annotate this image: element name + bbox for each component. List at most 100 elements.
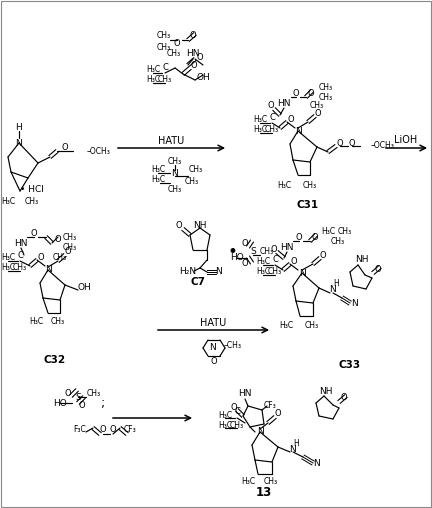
Text: N: N: [172, 169, 178, 177]
Text: O: O: [308, 88, 314, 98]
Text: O: O: [241, 239, 248, 248]
Text: NH: NH: [355, 256, 369, 265]
Text: H₃C: H₃C: [277, 180, 291, 189]
Text: NH: NH: [319, 387, 333, 396]
Text: CH₃: CH₃: [189, 166, 203, 175]
Text: C: C: [17, 250, 23, 260]
Text: O: O: [293, 89, 299, 99]
Text: C: C: [234, 407, 240, 417]
Text: O: O: [191, 60, 197, 70]
Text: O: O: [275, 409, 281, 419]
Text: HN: HN: [280, 242, 294, 251]
Text: O: O: [314, 109, 321, 117]
Text: OH: OH: [196, 74, 210, 82]
Text: H₃C: H₃C: [241, 478, 255, 487]
Text: HN: HN: [238, 390, 252, 398]
Text: CH₃: CH₃: [331, 237, 345, 245]
Text: H: H: [293, 438, 299, 448]
Text: O: O: [231, 402, 237, 411]
Text: CH₃: CH₃: [158, 76, 172, 84]
Text: O: O: [295, 234, 302, 242]
Text: CH₃: CH₃: [319, 83, 333, 92]
Text: N: N: [16, 139, 22, 147]
Text: O: O: [271, 244, 277, 253]
Text: O: O: [176, 221, 182, 231]
Text: 13: 13: [256, 487, 272, 499]
Text: CH₃: CH₃: [265, 125, 279, 135]
Text: LiOH: LiOH: [394, 135, 418, 145]
Text: HN: HN: [14, 238, 28, 247]
Text: N: N: [44, 266, 51, 274]
Text: O: O: [375, 265, 381, 273]
Text: CH₃: CH₃: [157, 31, 171, 41]
Text: –OCH₃: –OCH₃: [371, 142, 395, 150]
Text: H₃C: H₃C: [253, 115, 267, 124]
Text: O: O: [291, 257, 297, 266]
Text: H₃C: H₃C: [29, 318, 43, 327]
Text: CF₃: CF₃: [264, 401, 276, 410]
Text: C: C: [272, 255, 278, 264]
Text: O: O: [174, 39, 180, 48]
Text: H: H: [16, 122, 22, 132]
Text: N: N: [299, 269, 305, 277]
Text: N: N: [289, 444, 296, 454]
Text: O: O: [241, 259, 248, 268]
Text: O: O: [211, 358, 217, 366]
Text: O: O: [341, 394, 347, 402]
Text: CH₃: CH₃: [230, 421, 244, 429]
Text: CH₃: CH₃: [185, 177, 199, 186]
Text: H₃C: H₃C: [151, 175, 165, 184]
Text: O: O: [288, 114, 294, 123]
Text: CH₃: CH₃: [168, 185, 182, 195]
Text: C: C: [269, 112, 275, 121]
Text: CH₃: CH₃: [338, 228, 352, 237]
Text: C32: C32: [44, 355, 66, 365]
Text: O: O: [311, 233, 318, 241]
Text: ;: ;: [101, 397, 105, 409]
Text: S: S: [75, 393, 81, 401]
Text: H₃C: H₃C: [218, 421, 232, 429]
Text: H₃C: H₃C: [321, 228, 335, 237]
Text: N: N: [351, 299, 357, 307]
Text: • HCl: • HCl: [20, 185, 44, 195]
Text: N: N: [314, 459, 321, 467]
Text: CH₃: CH₃: [25, 198, 39, 206]
Text: N: N: [257, 428, 264, 436]
Text: –OCH₃: –OCH₃: [87, 146, 111, 155]
Text: CH₃: CH₃: [51, 318, 65, 327]
Text: O: O: [62, 143, 68, 152]
Text: –CH₃: –CH₃: [224, 340, 242, 350]
Text: C7: C7: [191, 277, 206, 287]
Text: H₃C: H₃C: [1, 264, 15, 272]
Text: O: O: [337, 139, 343, 147]
Text: H₂N: H₂N: [179, 267, 197, 275]
Text: CH₃: CH₃: [53, 252, 67, 262]
Text: H₃C: H₃C: [218, 410, 232, 420]
Text: HATU: HATU: [159, 136, 184, 146]
Text: N: N: [210, 343, 216, 353]
Text: H₃C: H₃C: [1, 253, 15, 263]
Text: C: C: [162, 62, 168, 72]
Text: CH₃: CH₃: [168, 157, 182, 167]
Text: O: O: [55, 236, 61, 244]
Text: OH: OH: [77, 282, 91, 292]
Text: H₃C: H₃C: [146, 76, 160, 84]
Text: CH₃: CH₃: [63, 233, 77, 241]
Text: O: O: [65, 247, 71, 257]
Text: O: O: [349, 139, 355, 147]
Text: CH₃: CH₃: [167, 48, 181, 57]
Text: CH₃: CH₃: [310, 102, 324, 111]
Text: HO: HO: [230, 253, 244, 263]
Text: O: O: [38, 252, 44, 262]
Text: O: O: [100, 426, 106, 434]
Text: O: O: [320, 250, 326, 260]
Text: H₃C: H₃C: [1, 198, 15, 206]
Text: CH₃: CH₃: [63, 242, 77, 251]
Text: CH₃: CH₃: [13, 264, 27, 272]
Text: CF₃: CF₃: [124, 426, 137, 434]
Text: S: S: [250, 247, 256, 257]
Text: N: N: [216, 268, 222, 276]
Text: CH₃: CH₃: [268, 268, 282, 276]
Text: H₃C: H₃C: [253, 125, 267, 135]
Text: O: O: [65, 389, 71, 397]
